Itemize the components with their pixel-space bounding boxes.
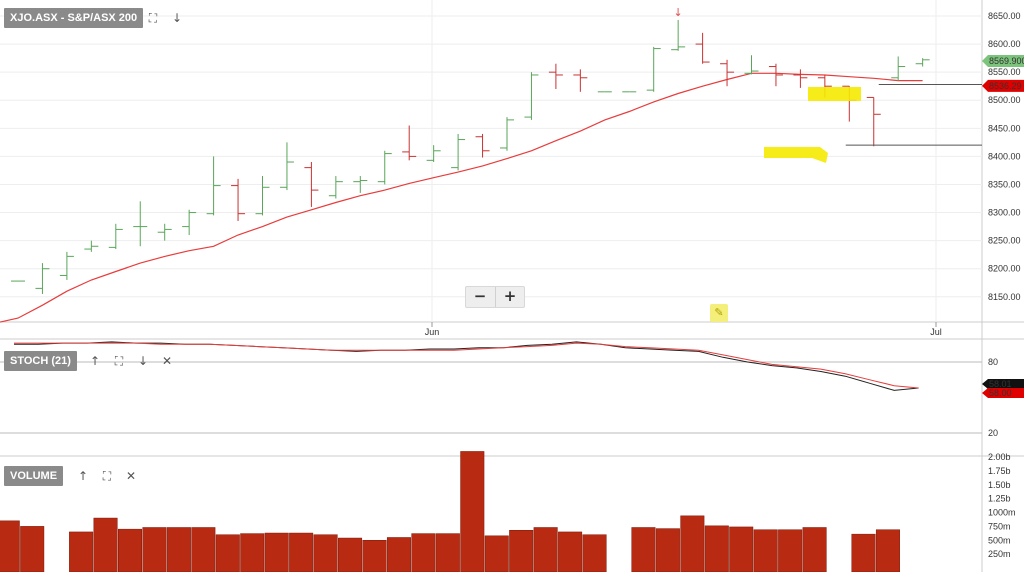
stoch-k-badge — [982, 379, 1024, 390]
volume-bar — [778, 529, 803, 572]
volume-bar — [582, 534, 607, 572]
stoch-tick-label: 80 — [988, 357, 998, 367]
arrow-up-icon[interactable]: ↑ — [89, 354, 101, 368]
volume-bar — [558, 531, 583, 572]
volume-tick-label: 1.25b — [988, 494, 1011, 504]
highlight-marker — [808, 87, 861, 101]
volume-bar — [411, 533, 436, 572]
volume-tick-label: 750m — [988, 521, 1011, 531]
volume-tick-label: 250m — [988, 549, 1011, 559]
stoch-tick-label: 20 — [988, 428, 998, 438]
volume-bar — [313, 534, 338, 572]
volume-bar — [69, 531, 94, 572]
stoch-k-label: 58.01 — [989, 379, 1012, 389]
volume-bar — [533, 527, 558, 572]
volume-bar — [753, 529, 778, 572]
volume-bar — [142, 527, 167, 572]
volume-tick-label: 500m — [988, 535, 1011, 545]
fullscreen-icon[interactable]: ⛶ — [148, 11, 158, 25]
ma-value-badge — [982, 79, 1024, 92]
arrow-up-icon[interactable]: ↑ — [77, 469, 89, 483]
stoch-d-line — [14, 342, 919, 389]
volume-bar — [362, 540, 387, 572]
volume-bar — [191, 527, 216, 572]
volume-bar — [289, 532, 314, 572]
volume-tick-label: 1000m — [988, 508, 1016, 518]
fullscreen-icon[interactable]: ⛶ — [114, 354, 124, 368]
volume-bar — [484, 535, 509, 572]
y-tick-label: 8300.00 — [988, 208, 1021, 218]
fullscreen-icon[interactable]: ⛶ — [102, 469, 112, 483]
volume-bar — [215, 534, 240, 572]
volume-bar — [264, 532, 289, 572]
zoom-out-button[interactable]: − — [473, 287, 487, 305]
close-icon[interactable]: ✕ — [125, 469, 137, 483]
stoch-panel-title[interactable]: STOCH (21) — [4, 351, 77, 371]
volume-bar — [435, 533, 460, 572]
y-tick-label: 8650.00 — [988, 11, 1021, 21]
volume-panel-title[interactable]: VOLUME — [4, 466, 64, 486]
close-icon[interactable]: ✕ — [161, 354, 173, 368]
ma-value-label: 8536.29 — [989, 81, 1022, 91]
volume-bar — [704, 525, 729, 572]
volume-bar — [0, 520, 20, 572]
highlight-marker — [764, 147, 828, 163]
signal-arrow-icon: ↓ — [674, 6, 683, 19]
volume-bar — [118, 528, 142, 572]
y-tick-label: 8150.00 — [988, 292, 1021, 302]
volume-bar — [802, 527, 827, 572]
y-tick-label: 8200.00 — [988, 264, 1021, 274]
y-tick-label: 8500.00 — [988, 95, 1021, 105]
volume-bar — [338, 537, 363, 572]
volume-bar — [20, 526, 45, 572]
volume-bar — [851, 533, 876, 572]
x-tick-label: Jul — [930, 327, 942, 337]
stoch-d-badge — [982, 388, 1024, 399]
stoch-d-label: 58.00 — [989, 388, 1012, 398]
volume-bar — [875, 529, 900, 572]
download-icon[interactable]: ↓ — [171, 11, 183, 25]
arrow-down-icon[interactable]: ↓ — [137, 354, 149, 368]
moving-average-line — [0, 72, 923, 323]
volume-bar — [509, 530, 534, 572]
volume-bar — [680, 515, 705, 572]
y-tick-label: 8250.00 — [988, 236, 1021, 246]
y-tick-label: 8550.00 — [988, 67, 1021, 77]
volume-bar — [166, 527, 191, 572]
last-price-badge — [982, 54, 1024, 67]
volume-tick-label: 2.00b — [988, 452, 1011, 462]
volume-tick-label: 1.50b — [988, 480, 1011, 490]
volume-bar — [240, 533, 265, 572]
y-tick-label: 8600.00 — [988, 39, 1021, 49]
y-tick-label: 8450.00 — [988, 123, 1021, 133]
volume-bar — [631, 527, 656, 572]
pencil-icon[interactable]: ✎ — [710, 304, 728, 322]
stoch-k-line — [14, 341, 919, 391]
zoom-controls: − + — [465, 286, 525, 308]
volume-bar — [460, 451, 485, 572]
y-tick-label: 8400.00 — [988, 151, 1021, 161]
main-chart-title[interactable]: XJO.ASX - S&P/ASX 200 — [4, 8, 144, 28]
y-tick-label: 8350.00 — [988, 179, 1021, 189]
volume-bar — [729, 526, 754, 572]
volume-tick-label: 1.75b — [988, 466, 1011, 476]
last-price-label: 8569.900 — [989, 56, 1024, 66]
zoom-in-button[interactable]: + — [495, 287, 524, 307]
volume-bar — [655, 528, 680, 572]
volume-bar — [93, 517, 118, 572]
x-tick-label: Jun — [425, 327, 440, 337]
volume-bar — [386, 537, 411, 572]
